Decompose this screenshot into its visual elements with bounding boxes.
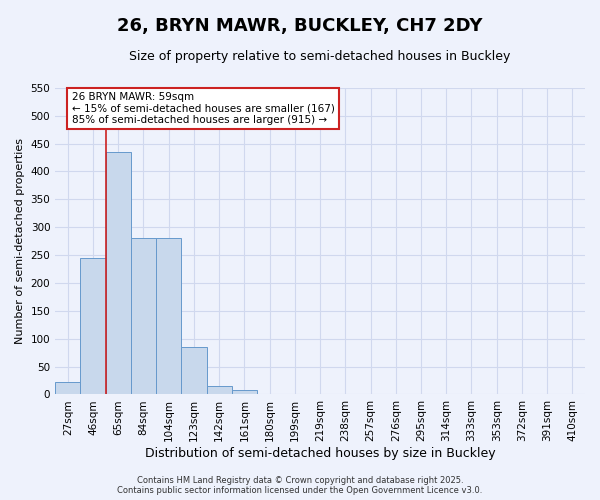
- Text: 26 BRYN MAWR: 59sqm
← 15% of semi-detached houses are smaller (167)
85% of semi-: 26 BRYN MAWR: 59sqm ← 15% of semi-detach…: [71, 92, 334, 125]
- Bar: [232, 390, 257, 394]
- Bar: [106, 152, 131, 394]
- Bar: [181, 347, 206, 395]
- X-axis label: Distribution of semi-detached houses by size in Buckley: Distribution of semi-detached houses by …: [145, 447, 496, 460]
- Bar: [206, 386, 232, 394]
- Bar: [156, 238, 181, 394]
- Title: Size of property relative to semi-detached houses in Buckley: Size of property relative to semi-detach…: [130, 50, 511, 63]
- Bar: [55, 382, 80, 394]
- Text: Contains HM Land Registry data © Crown copyright and database right 2025.
Contai: Contains HM Land Registry data © Crown c…: [118, 476, 482, 495]
- Y-axis label: Number of semi-detached properties: Number of semi-detached properties: [15, 138, 25, 344]
- Text: 26, BRYN MAWR, BUCKLEY, CH7 2DY: 26, BRYN MAWR, BUCKLEY, CH7 2DY: [117, 18, 483, 36]
- Bar: [80, 258, 106, 394]
- Bar: [131, 238, 156, 394]
